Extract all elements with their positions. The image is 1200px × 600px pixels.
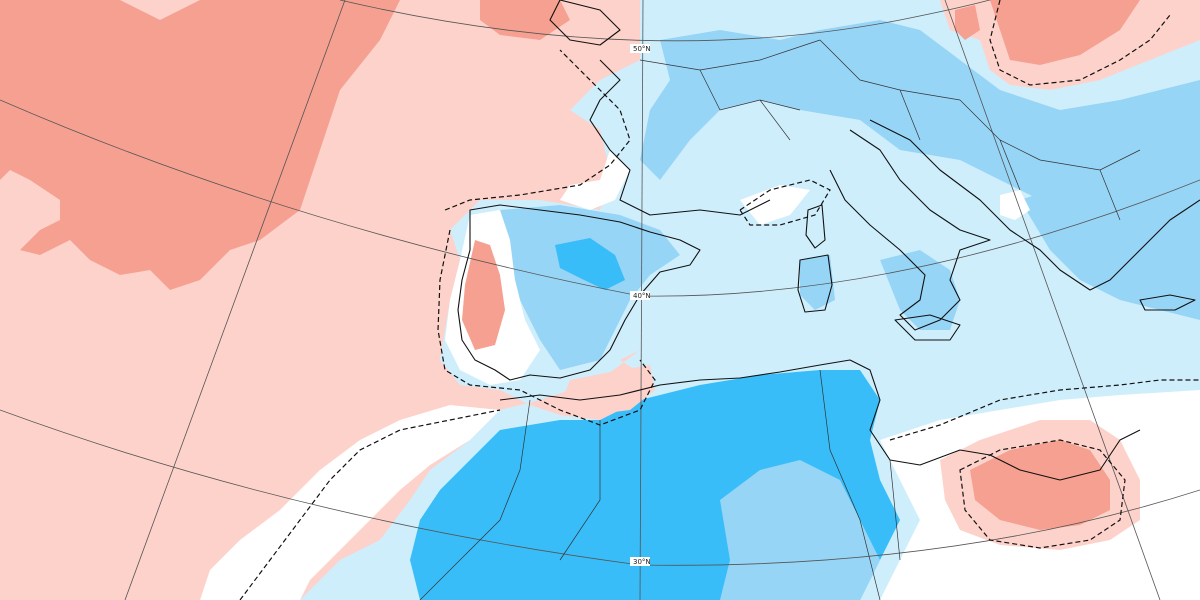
svg-text:30°N: 30°N bbox=[633, 558, 651, 566]
contour-corsica bbox=[739, 179, 831, 226]
region-ne-strong-warm bbox=[990, 0, 1140, 65]
meridian-west bbox=[124, 0, 346, 600]
coast-sardinia bbox=[797, 254, 833, 313]
lat-label-50n: 50°N bbox=[630, 44, 651, 53]
region-iberia-strong-cool bbox=[555, 238, 625, 290]
borders-europe bbox=[639, 39, 1141, 221]
region-iberia-mid-cool bbox=[500, 205, 680, 370]
region-africa-mid-cool bbox=[720, 460, 880, 600]
coast-uk bbox=[549, 0, 621, 46]
parallel-50n bbox=[339, 0, 992, 42]
region-balkans-mid-cool bbox=[1020, 150, 1200, 320]
region-italy-mid-cool bbox=[880, 250, 960, 330]
coast-italy bbox=[829, 129, 991, 331]
contour-ne bbox=[989, 0, 1171, 86]
meridian-east bbox=[944, 0, 1161, 600]
lat-label-40n: 40°N bbox=[630, 291, 651, 300]
region-greece-neutral bbox=[1000, 190, 1030, 220]
region-france-neutral bbox=[560, 150, 630, 210]
coast-sicily bbox=[894, 314, 961, 341]
lat-label-30n: 30°N bbox=[630, 557, 651, 566]
contour-iberia bbox=[437, 49, 656, 426]
svg-text:50°N: 50°N bbox=[633, 45, 651, 53]
contour-north-africa bbox=[239, 409, 501, 600]
contour-libya bbox=[959, 439, 1126, 549]
coast-corsica bbox=[805, 204, 826, 249]
region-sespain-warm bbox=[560, 365, 655, 415]
region-ne-warm-2 bbox=[955, 5, 980, 40]
region-atlantic-strong-warm bbox=[0, 0, 400, 290]
region-africa-neutral bbox=[200, 405, 500, 600]
region-portugal-warm bbox=[462, 240, 505, 350]
borders-africa bbox=[419, 369, 901, 600]
region-sardinia-mid-cool bbox=[800, 255, 835, 310]
region-corsica-neutral bbox=[740, 185, 810, 225]
coast-crete bbox=[1139, 294, 1196, 311]
contour-east-med bbox=[889, 379, 1200, 441]
coast-france bbox=[589, 59, 771, 216]
svg-text:40°N: 40°N bbox=[633, 292, 651, 300]
coast-iberia bbox=[457, 204, 701, 381]
region-atlantic-strong-warm-2 bbox=[480, 0, 570, 40]
coast-balkans bbox=[869, 119, 1200, 291]
coast-north-africa bbox=[499, 359, 1141, 481]
